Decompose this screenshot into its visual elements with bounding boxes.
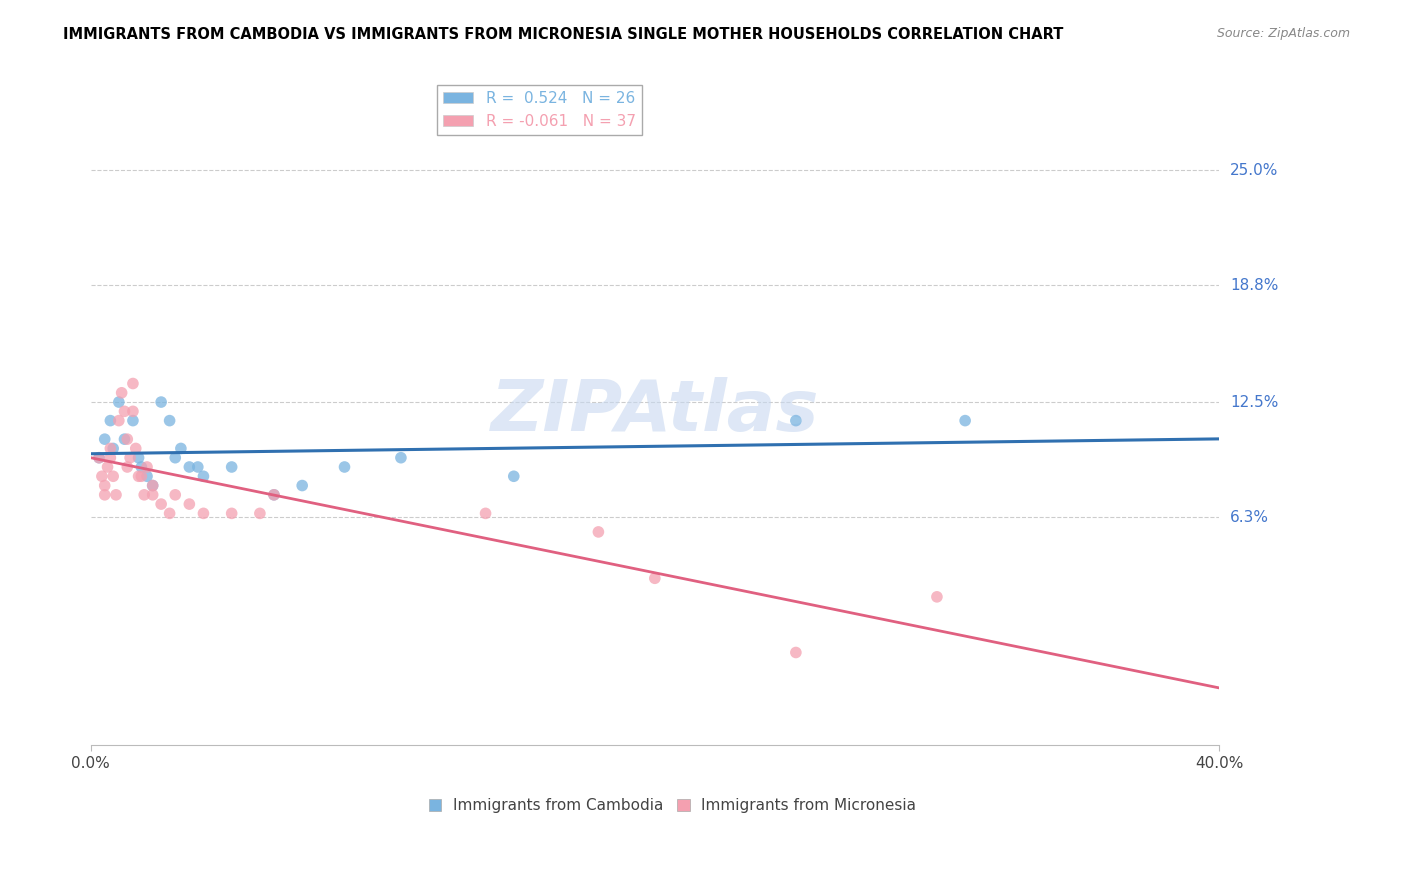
Point [159, 507, 181, 521]
Point [170, 442, 193, 456]
Point [159, 414, 181, 428]
Point [98, 414, 121, 428]
Point [98, 442, 121, 456]
Bar [678, 799, 689, 812]
Point [142, 478, 165, 492]
Point [193, 507, 215, 521]
Point [249, 507, 271, 521]
Text: 25.0%: 25.0% [1230, 162, 1278, 178]
Legend: R =  0.524   N = 26, R = -0.061   N = 37: R = 0.524 N = 26, R = -0.061 N = 37 [437, 85, 641, 135]
Point [128, 450, 150, 465]
Point [165, 450, 187, 465]
Point [263, 488, 285, 502]
Point [111, 385, 134, 400]
Text: IMMIGRANTS FROM CAMBODIA VS IMMIGRANTS FROM MICRONESIA SINGLE MOTHER HOUSEHOLDS : IMMIGRANTS FROM CAMBODIA VS IMMIGRANTS F… [63, 27, 1064, 42]
Point [187, 460, 209, 475]
Point [179, 460, 201, 475]
Point [179, 497, 201, 511]
Text: Immigrants from Micronesia: Immigrants from Micronesia [700, 797, 915, 813]
Text: Source: ZipAtlas.com: Source: ZipAtlas.com [1216, 27, 1350, 40]
Point [93, 432, 115, 446]
Point [114, 404, 136, 418]
Text: 6.3%: 6.3% [1230, 509, 1270, 524]
Point [221, 507, 243, 521]
Point [125, 442, 148, 456]
Point [117, 460, 139, 475]
Point [150, 395, 173, 409]
Point [333, 460, 356, 475]
Point [122, 414, 145, 428]
Point [87, 450, 110, 465]
Point [131, 460, 153, 475]
Point [96, 460, 118, 475]
Point [108, 395, 131, 409]
Point [93, 488, 115, 502]
Point [165, 488, 187, 502]
Point [785, 414, 807, 428]
Point [117, 432, 139, 446]
Point [474, 507, 496, 521]
Point [103, 469, 125, 483]
Point [142, 478, 165, 492]
Point [136, 469, 159, 483]
Point [263, 488, 285, 502]
Point [221, 460, 243, 475]
Point [122, 376, 145, 391]
Point [98, 450, 121, 465]
Text: 18.8%: 18.8% [1230, 277, 1278, 293]
Point [114, 432, 136, 446]
Point [142, 488, 165, 502]
Point [108, 414, 131, 428]
Text: Immigrants from Cambodia: Immigrants from Cambodia [453, 797, 664, 813]
Point [925, 590, 948, 604]
Point [953, 414, 976, 428]
Point [136, 460, 159, 475]
Text: ZIPAtlas: ZIPAtlas [491, 376, 820, 446]
Point [588, 524, 610, 539]
Bar [429, 799, 441, 812]
Text: 12.5%: 12.5% [1230, 394, 1278, 409]
Point [291, 478, 314, 492]
Point [122, 404, 145, 418]
Point [105, 488, 128, 502]
Point [134, 488, 156, 502]
Point [103, 442, 125, 456]
Point [150, 497, 173, 511]
Point [131, 469, 153, 483]
Point [90, 469, 112, 483]
Point [93, 478, 115, 492]
Point [785, 645, 807, 659]
Point [193, 469, 215, 483]
Point [389, 450, 412, 465]
Point [502, 469, 524, 483]
Point [120, 450, 142, 465]
Point [128, 469, 150, 483]
Point [87, 450, 110, 465]
Point [644, 571, 666, 585]
